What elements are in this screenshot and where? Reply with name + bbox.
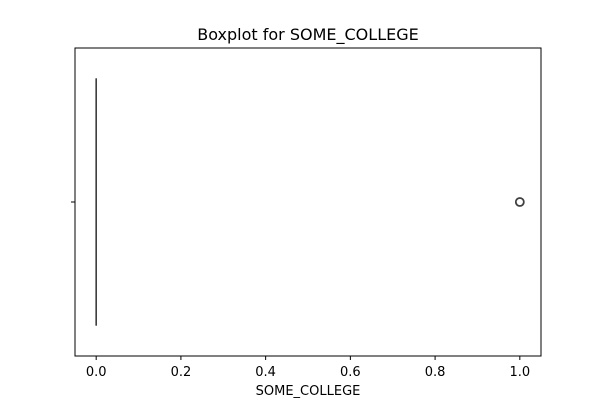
x-tick-label: 0.4 bbox=[255, 365, 276, 380]
x-axis-label: SOME_COLLEGE bbox=[256, 384, 361, 399]
outlier-point bbox=[514, 197, 525, 207]
x-tick-label: 1.0 bbox=[509, 365, 530, 380]
outlier-group bbox=[514, 197, 525, 207]
x-axis: 0.0 0.2 0.4 0.6 0.8 1.0 bbox=[86, 356, 530, 380]
x-tick-label: 0.2 bbox=[171, 365, 192, 380]
x-tick-label: 0.8 bbox=[425, 365, 446, 380]
plot-area-frame bbox=[74, 47, 542, 357]
x-tick-label: 0.6 bbox=[340, 365, 361, 380]
chart-title: Boxplot for SOME_COLLEGE bbox=[197, 25, 418, 45]
x-tick-label: 0.0 bbox=[86, 365, 107, 380]
